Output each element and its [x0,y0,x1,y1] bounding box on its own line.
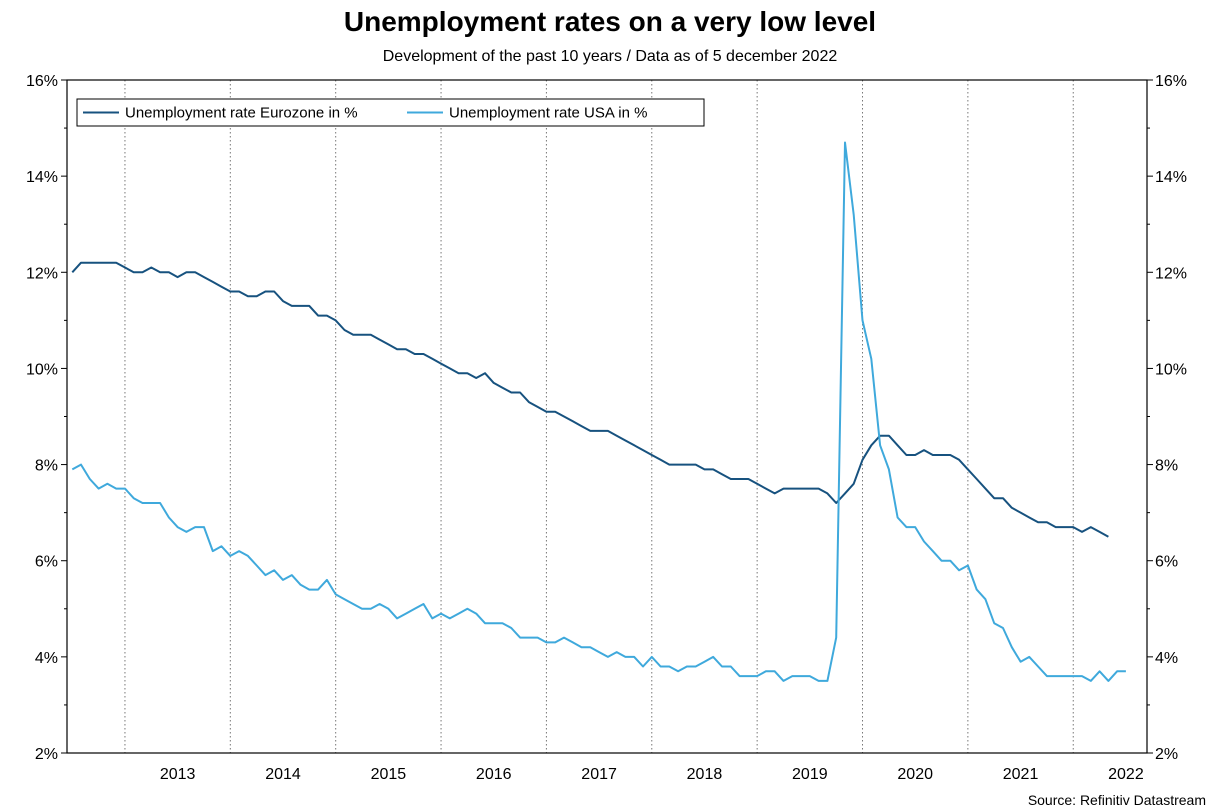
x-tick-label: 2021 [1003,766,1039,783]
y-tick-label-right: 12% [1155,265,1187,282]
y-tick-label-left: 6% [35,554,58,571]
x-tick-label: 2016 [476,766,512,783]
legend-label-eurozone: Unemployment rate Eurozone in % [125,105,358,122]
y-tick-label-right: 2% [1155,746,1178,763]
chart-title: Unemployment rates on a very low level [343,6,877,37]
legend-label-usa: Unemployment rate USA in % [449,105,647,122]
x-tick-label: 2013 [160,766,196,783]
y-tick-label-right: 14% [1155,169,1187,186]
series-layer [71,141,1126,682]
y-tick-label-left: 4% [35,650,58,667]
y-tick-label-left: 2% [35,746,58,763]
x-tick-label: 2014 [265,766,301,783]
x-tick-label: 2017 [581,766,617,783]
x-tick-label: 2019 [792,766,828,783]
x-tick-label: 2022 [1108,766,1144,783]
x-tick-label: 2015 [371,766,407,783]
chart-subtitle: Development of the past 10 years / Data … [382,48,838,65]
plot-frame [66,79,1148,754]
y-tick-label-right: 4% [1155,650,1178,667]
source-note: Source: Refinitiv Datastream [1027,792,1206,808]
y-tick-label-left: 10% [26,361,58,378]
y-tick-label-left: 8% [35,458,58,475]
legend-box [76,98,705,127]
y-tick-label-right: 16% [1155,73,1187,90]
y-tick-label-right: 6% [1155,554,1178,571]
y-tick-label-right: 10% [1155,361,1187,378]
legend: Unemployment rate Eurozone in % Unemploym… [76,98,705,127]
y-tick-label-right: 8% [1155,458,1178,475]
x-tick-label: 2018 [687,766,723,783]
y-tick-label-left: 16% [26,73,58,90]
y-tick-label-left: 12% [26,265,58,282]
grid-layer [124,80,1074,753]
axis-layer: 2013 2014 2015 2016 2017 2018 2019 2020 2021 2022… [26,73,1187,783]
series-line-eurozone [71,261,1109,538]
y-tick-label-left: 14% [26,169,58,186]
series-line-usa [71,141,1126,682]
x-tick-label: 2020 [897,766,933,783]
